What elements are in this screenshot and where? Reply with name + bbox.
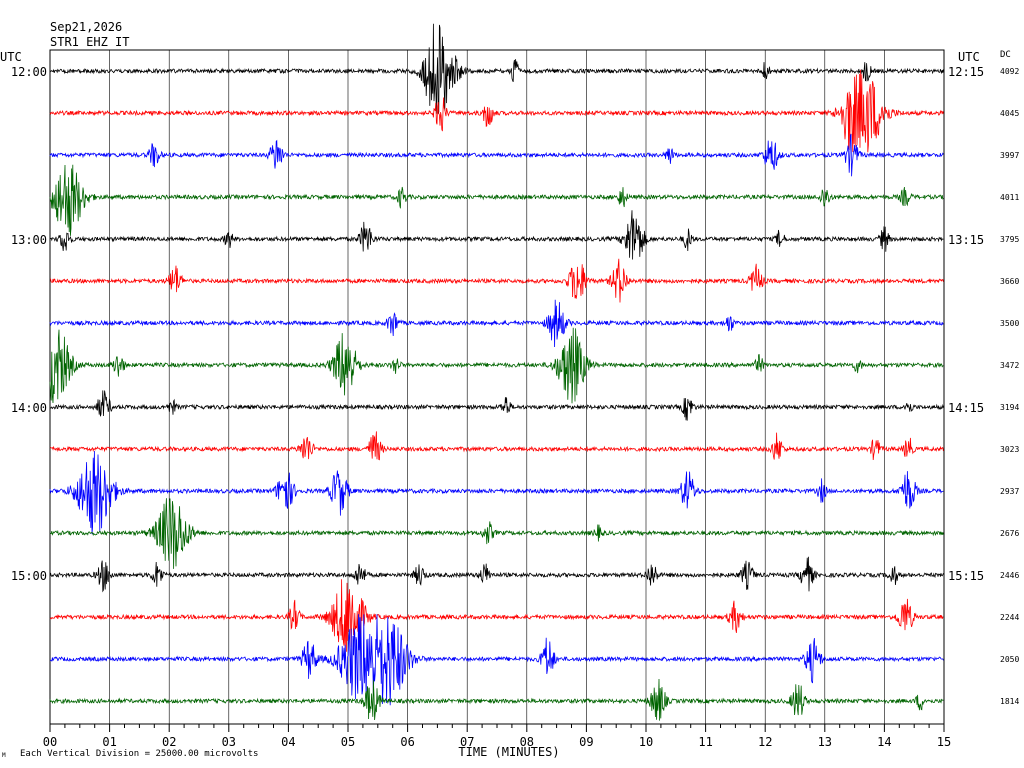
trace-line	[49, 164, 944, 236]
plot-frame	[49, 49, 945, 725]
dc-value: 3660	[1000, 277, 1019, 286]
x-tick-label: 15	[937, 735, 951, 749]
trace-line	[49, 327, 944, 404]
x-tick-label: 05	[341, 735, 355, 749]
dc-value: 2050	[1000, 655, 1019, 664]
trace-line	[49, 431, 944, 461]
trace-line	[49, 390, 944, 421]
trace-line	[49, 258, 944, 303]
dc-value: 2937	[1000, 487, 1019, 496]
trace-line	[49, 69, 944, 153]
x-tick-label: 06	[400, 735, 414, 749]
hour-label-right: 14:15	[948, 401, 984, 415]
dc-header-label: DC	[1000, 50, 1011, 60]
dc-value: 3023	[1000, 445, 1019, 454]
station-label: STR1 EHZ IT	[50, 35, 130, 49]
x-tick-label: 08	[520, 735, 534, 749]
seismic-traces	[49, 23, 944, 721]
trace-line	[49, 299, 944, 348]
row-labels: 4092 4045 3997 4011 3795 3660 3500 3472 3194 3023…	[11, 65, 1020, 706]
minute-grid	[49, 49, 945, 725]
x-tick-label: 13	[818, 735, 832, 749]
trace-line	[49, 579, 944, 652]
x-tick-label: 01	[102, 735, 116, 749]
dc-value: 2676	[1000, 529, 1019, 538]
trace-line	[49, 614, 944, 706]
hour-label-right: 15:15	[948, 569, 984, 583]
dc-value: 3500	[1000, 319, 1019, 328]
x-tick-label: 09	[579, 735, 593, 749]
x-tick-label: 10	[639, 735, 653, 749]
x-tick-label: 04	[281, 735, 295, 749]
date-label: Sep21,2026	[50, 20, 123, 34]
x-tick-label: 07	[460, 735, 474, 749]
scale-note: Each Vertical Division = 25000.00 microv…	[20, 749, 259, 759]
hour-label-right: 12:15	[948, 65, 984, 79]
dc-value: 4011	[1000, 193, 1019, 202]
x-tick-label: 12	[758, 735, 772, 749]
dc-value: 3795	[1000, 235, 1019, 244]
dc-value: 3472	[1000, 361, 1019, 370]
dc-value: 3997	[1000, 151, 1019, 160]
hour-label-left: 12:00	[11, 65, 47, 79]
x-tick-label: 02	[162, 735, 176, 749]
x-axis-title: TIME (MINUTES)	[458, 745, 559, 759]
dc-value: 4092	[1000, 67, 1019, 76]
trace-line	[49, 450, 944, 535]
right-timezone-label: UTC	[958, 50, 980, 64]
corner-mark: M	[2, 752, 6, 759]
time-axis: 00 01 02 03 04 05 06 07 08 09 10 11 12 13 14 15 TIME (MI…	[43, 724, 951, 759]
trace-line	[49, 678, 944, 721]
hour-label-right: 13:15	[948, 233, 984, 247]
left-timezone-label: UTC	[0, 50, 22, 64]
x-tick-label: 14	[877, 735, 891, 749]
hour-label-left: 15:00	[11, 569, 47, 583]
x-tick-label: 03	[222, 735, 236, 749]
hour-label-left: 14:00	[11, 401, 47, 415]
dc-value: 3194	[1000, 403, 1019, 412]
hour-label-left: 13:00	[11, 233, 47, 247]
x-tick-label: 00	[43, 735, 57, 749]
dc-value: 2244	[1000, 613, 1019, 622]
trace-line	[49, 556, 944, 593]
dc-value: 2446	[1000, 571, 1019, 580]
trace-line	[49, 498, 944, 569]
dc-value: 1814	[1000, 697, 1019, 706]
trace-line	[49, 210, 944, 260]
trace-line	[49, 23, 944, 114]
trace-line	[49, 133, 944, 177]
dc-value: 4045	[1000, 109, 1019, 118]
x-tick-label: 11	[698, 735, 712, 749]
